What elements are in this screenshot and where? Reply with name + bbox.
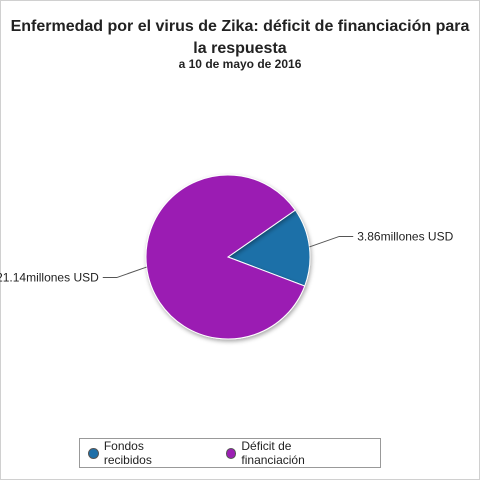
legend-item-deficit-financiacion[interactable]: Déficit de financiación [225, 439, 356, 467]
data-label-deficit-financiacion: 21.14millones USD [0, 271, 99, 285]
legend-label-fondos-recibidos: Fondos recibidos [103, 439, 152, 467]
chart-title-line-2: la respuesta [193, 40, 287, 57]
chart-subtitle: a 10 de mayo de 2016 [178, 57, 302, 71]
chart-title-line-1: Enfermedad por el virus de Zika: déficit… [10, 18, 470, 35]
legend-swatch-fondos-recibidos [88, 447, 99, 459]
legend-item-fondos-recibidos[interactable]: Fondos recibidos [88, 439, 194, 467]
legend-label-deficit-financiacion: Déficit de financiación [241, 439, 305, 467]
pie-slice-fondos-recibidos[interactable] [226, 209, 311, 287]
chart-title: Enfermedad por el virus de Zika: déficit… [0, 16, 480, 60]
data-label-fondos-recibidos: 3.86millones USD [357, 229, 453, 243]
chart-legend: Fondos recibidos Déficit de financiación [79, 438, 381, 468]
leader-line-deficit-financiacion [102, 266, 147, 279]
legend-swatch-deficit-financiacion [225, 447, 237, 459]
leader-line-fondos-recibidos [309, 235, 354, 248]
